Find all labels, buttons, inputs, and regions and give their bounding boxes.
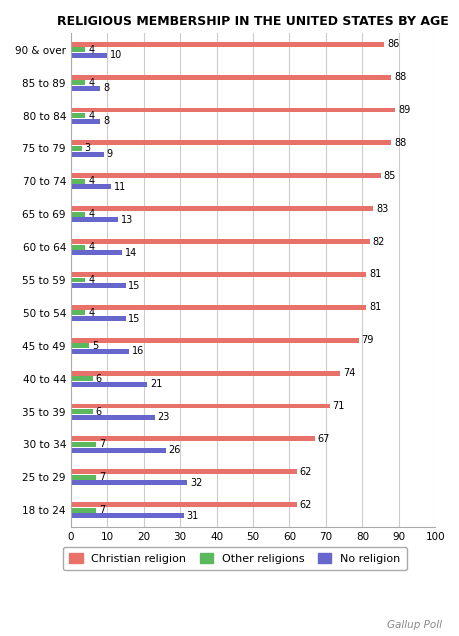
Bar: [71, 283, 125, 288]
Text: 13: 13: [121, 215, 133, 225]
Text: 16: 16: [132, 347, 144, 356]
Bar: [71, 371, 340, 376]
Text: 85: 85: [383, 170, 395, 181]
Text: 10: 10: [110, 50, 122, 60]
Bar: [71, 206, 372, 211]
Bar: [71, 245, 85, 249]
Bar: [71, 409, 93, 414]
Text: 4: 4: [88, 45, 94, 55]
Bar: [71, 349, 129, 354]
Text: Gallup Poll: Gallup Poll: [386, 619, 441, 630]
Bar: [71, 80, 85, 85]
Text: 9: 9: [106, 149, 112, 159]
Text: 81: 81: [368, 302, 381, 312]
Text: 21: 21: [150, 379, 162, 389]
Text: 88: 88: [393, 72, 406, 82]
Text: 4: 4: [88, 111, 94, 121]
Text: 67: 67: [317, 434, 330, 444]
Bar: [71, 218, 118, 223]
Legend: Christian religion, Other religions, No religion: Christian religion, Other religions, No …: [62, 547, 406, 570]
Bar: [71, 113, 85, 118]
Text: 7: 7: [99, 505, 105, 515]
Bar: [71, 119, 100, 123]
Bar: [71, 146, 82, 151]
Text: 32: 32: [190, 478, 202, 488]
Bar: [71, 239, 369, 244]
Text: 4: 4: [88, 176, 94, 186]
Bar: [71, 403, 329, 408]
Text: 14: 14: [124, 247, 137, 258]
Text: 8: 8: [103, 83, 109, 93]
Bar: [71, 448, 165, 453]
Text: 4: 4: [88, 242, 94, 252]
Bar: [71, 502, 296, 507]
Bar: [71, 184, 111, 190]
Bar: [71, 316, 125, 321]
Text: 74: 74: [342, 368, 355, 378]
Bar: [71, 179, 85, 184]
Text: 82: 82: [372, 237, 384, 247]
Text: 11: 11: [114, 182, 126, 192]
Bar: [71, 442, 96, 447]
Text: 31: 31: [186, 511, 199, 521]
Bar: [71, 86, 100, 91]
Bar: [71, 47, 85, 52]
Bar: [71, 107, 394, 113]
Text: 62: 62: [299, 500, 311, 509]
Text: 89: 89: [397, 105, 409, 115]
Text: 15: 15: [128, 280, 140, 291]
Text: 79: 79: [361, 335, 373, 345]
Text: 4: 4: [88, 308, 94, 318]
Bar: [71, 508, 96, 513]
Text: 7: 7: [99, 439, 105, 450]
Bar: [71, 173, 380, 178]
Bar: [71, 338, 358, 343]
Bar: [71, 305, 365, 310]
Text: 4: 4: [88, 209, 94, 219]
Text: 62: 62: [299, 467, 311, 477]
Text: 88: 88: [393, 138, 406, 148]
Text: 23: 23: [157, 412, 169, 422]
Bar: [71, 415, 154, 420]
Bar: [71, 310, 85, 315]
Text: 7: 7: [99, 473, 105, 482]
Text: 15: 15: [128, 314, 140, 324]
Bar: [71, 212, 85, 217]
Bar: [71, 272, 365, 277]
Bar: [71, 151, 103, 156]
Bar: [71, 513, 184, 518]
Bar: [71, 53, 107, 58]
Bar: [71, 141, 391, 146]
Text: 5: 5: [92, 341, 98, 351]
Bar: [71, 436, 314, 441]
Text: 86: 86: [386, 39, 398, 49]
Text: 26: 26: [168, 445, 180, 455]
Bar: [71, 480, 187, 485]
Text: 4: 4: [88, 275, 94, 285]
Bar: [71, 343, 89, 349]
Bar: [71, 475, 96, 480]
Text: 4: 4: [88, 78, 94, 88]
Text: 6: 6: [95, 406, 101, 417]
Text: 6: 6: [95, 374, 101, 384]
Text: 8: 8: [103, 116, 109, 126]
Bar: [71, 74, 391, 80]
Bar: [71, 42, 383, 46]
Bar: [71, 469, 296, 474]
Bar: [71, 250, 122, 255]
Text: 71: 71: [332, 401, 344, 411]
Text: 81: 81: [368, 270, 381, 279]
Text: 3: 3: [84, 144, 90, 153]
Title: RELIGIOUS MEMBERSHIP IN THE UNITED STATES BY AGE: RELIGIOUS MEMBERSHIP IN THE UNITED STATE…: [57, 15, 448, 28]
Bar: [71, 382, 147, 387]
Bar: [71, 277, 85, 282]
Bar: [71, 377, 93, 381]
Text: 83: 83: [375, 204, 387, 214]
